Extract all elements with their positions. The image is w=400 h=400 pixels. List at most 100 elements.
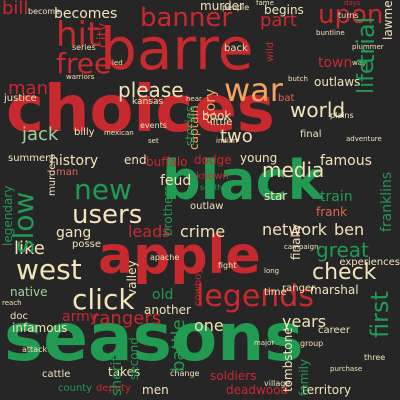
word-major: purchase [330, 365, 363, 373]
word-please: please [118, 78, 184, 102]
word-butch: mexican [104, 129, 134, 137]
word-ben: ben [334, 220, 365, 239]
word-outlaw: outlaw [190, 201, 224, 212]
word-village: attack [22, 345, 48, 354]
word-brothers: brothers [161, 185, 175, 236]
word-trial: new [74, 173, 132, 206]
word-bill: bill [2, 0, 29, 19]
word-many: many [8, 78, 59, 99]
word-rangers: rangers [92, 308, 162, 329]
word-tombstone: tombstone [281, 327, 295, 392]
word-warriors: buntline [316, 29, 345, 37]
word-fame: days [344, 0, 361, 7]
word-little: little [210, 117, 233, 128]
word-frank: frank [316, 205, 348, 219]
word-great: great [316, 238, 369, 262]
word-wild: wild [265, 41, 276, 62]
word-territory: territory [302, 383, 352, 397]
word-murders: major [254, 339, 275, 347]
word-career: career [318, 325, 350, 336]
word-lawmen: lawmen [381, 0, 395, 40]
word-long: three [364, 353, 386, 362]
word-men: men [142, 383, 169, 397]
word-free: free [56, 47, 112, 80]
word-soon: soon [146, 95, 170, 106]
word-infamous: infamous [12, 321, 68, 335]
word-deadwood: deadwood [226, 383, 289, 397]
word-one: one [194, 316, 224, 335]
word-banner: banner [140, 3, 233, 33]
word-media: media [262, 158, 325, 182]
word-second: second [127, 337, 141, 380]
word-summer: summer [8, 153, 50, 164]
word-days: murders [47, 154, 58, 196]
word-plains: become [28, 7, 61, 16]
word-network: network [262, 220, 327, 239]
word-jack: jack [22, 124, 59, 145]
word-feud: feud [160, 173, 192, 189]
word-billy: plains [330, 111, 354, 120]
word-black: black [162, 149, 324, 212]
word-famous: famous [320, 153, 372, 169]
word-people: people [222, 3, 250, 12]
word-train: train [320, 189, 353, 205]
word-end: end [124, 153, 147, 167]
word-hear: led [112, 59, 123, 67]
word-battle: battle [168, 319, 189, 372]
word-hit: hit [56, 15, 101, 55]
word-south: experiences [339, 257, 400, 268]
word-time: time [264, 287, 287, 298]
word-buffalo: buffalo [146, 155, 188, 169]
word-cattle: cattle [42, 369, 71, 380]
word-army: army [62, 309, 99, 325]
word-history: history [50, 153, 99, 169]
word-dodge: dodge [194, 153, 232, 167]
word-family: family [297, 358, 311, 396]
word-soldiers: soldiers [210, 369, 257, 383]
word-events: change [170, 369, 200, 378]
word-posse: posse [72, 239, 102, 250]
word-adventure: reach [2, 299, 22, 307]
word-years: years [282, 312, 327, 331]
word-campaign: indian [216, 137, 238, 145]
word-indian: long [264, 267, 280, 275]
word-valley: valley [125, 260, 139, 296]
word-apache: fight [218, 261, 237, 270]
word-fight: south [200, 183, 223, 192]
word-world: world [290, 98, 346, 122]
word-two: two [220, 126, 253, 147]
word-justice: justice [4, 93, 37, 104]
word-county: county [58, 383, 93, 394]
word-cowboy: cowboy [193, 267, 204, 306]
word-deputy: deputy [96, 383, 132, 394]
word-murder: murder [200, 0, 244, 13]
word-outlaws: outlaws [314, 75, 361, 89]
word-man: bat [278, 93, 295, 104]
word-mexican: hear [186, 95, 202, 103]
word-choices: choices [6, 73, 275, 147]
word-back: back [224, 43, 248, 54]
word-series: series [72, 43, 96, 52]
word-old: old [152, 287, 174, 303]
word-become: man [56, 167, 79, 178]
word-apple: apple [98, 226, 261, 286]
word-sheriff: sheriff [109, 351, 125, 396]
word-upon: upon [318, 0, 384, 30]
word-west: west [16, 253, 82, 286]
word-experiences: adventure [346, 135, 382, 143]
word-franklins: franklins [379, 171, 395, 232]
word-group: events [140, 121, 167, 130]
word-young: young [240, 151, 278, 165]
word-final: final [300, 129, 322, 140]
word-becomes: becomes [54, 6, 118, 22]
word-gang: gang [56, 225, 92, 241]
word-takes: takes [108, 365, 141, 379]
word-plummer: butch [288, 75, 308, 83]
word-seasons: seasons [4, 299, 304, 376]
word-reach: warriors [66, 73, 95, 81]
word-stories: stories [183, 105, 197, 146]
word-finally: finally [289, 223, 303, 260]
word-legendary: legendary [1, 185, 15, 246]
word-marshal: marshal [310, 283, 359, 297]
